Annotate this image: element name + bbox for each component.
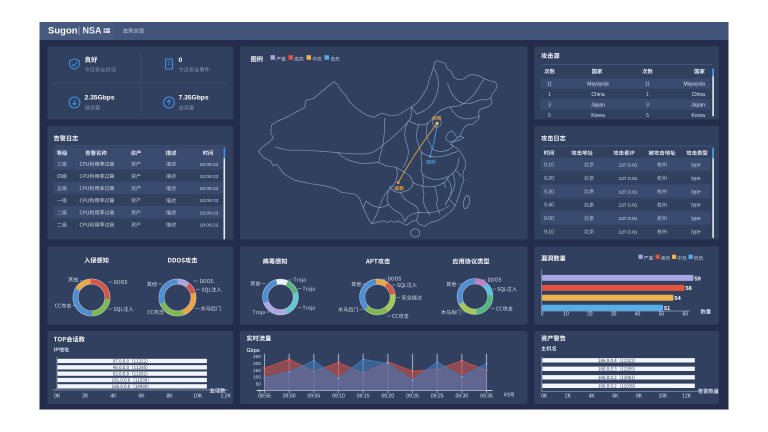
svg-text:59: 59	[695, 276, 701, 282]
svg-text:9.00: 9.00	[544, 216, 554, 222]
svg-text:4K: 4K	[110, 394, 117, 400]
svg-text:127.0.01: 127.0.01	[618, 203, 637, 209]
svg-text:11: 11	[645, 82, 650, 88]
svg-text:Gbps: Gbps	[247, 348, 260, 354]
svg-text:Sugon: Sugon	[48, 26, 78, 37]
svg-text:1: 1	[646, 92, 649, 98]
svg-text:2.35Gbps: 2.35Gbps	[85, 95, 115, 102]
svg-text:150: 150	[253, 368, 261, 374]
svg-text:127.0.01: 127.0.01	[618, 216, 637, 222]
svg-text:9.40: 9.40	[544, 203, 554, 209]
svg-text:09:25: 09:25	[431, 394, 444, 400]
svg-text:9.20: 9.20	[544, 176, 554, 182]
svg-text:5: 5	[646, 113, 649, 119]
svg-text:127.0.01: 127.0.01	[618, 230, 637, 236]
svg-text:5: 5	[548, 113, 551, 119]
svg-text:100: 100	[253, 375, 261, 381]
svg-text:18:09:22: 18:09:22	[199, 186, 218, 192]
svg-text:9.10: 9.10	[544, 230, 554, 236]
svg-text:Japan: Japan	[591, 102, 605, 108]
svg-text:08:55: 08:55	[258, 394, 271, 400]
svg-text:0: 0	[258, 388, 261, 394]
svg-text:0: 0	[179, 57, 183, 64]
svg-text:type: type	[691, 216, 701, 222]
svg-text:09:25: 09:25	[406, 394, 419, 400]
svg-text:type: type	[691, 176, 701, 182]
svg-text:18:09:22: 18:09:22	[199, 210, 218, 216]
svg-text:30: 30	[611, 312, 617, 318]
svg-text:6K: 6K	[138, 394, 145, 400]
svg-text:0K: 0K	[541, 394, 548, 400]
svg-text:18:09:22: 18:09:22	[199, 198, 218, 204]
svg-text:200: 200	[253, 361, 261, 367]
svg-text:18:09:22: 18:09:22	[199, 223, 218, 229]
svg-text:Korea: Korea	[591, 113, 605, 119]
svg-text:6K: 6K	[612, 394, 619, 400]
svg-text:Mayaysia: Mayaysia	[587, 82, 609, 88]
svg-text:type: type	[691, 230, 701, 236]
svg-text:3: 3	[548, 102, 551, 108]
svg-text:0K: 0K	[54, 394, 61, 400]
svg-text:3: 3	[646, 102, 649, 108]
svg-text:NSA: NSA	[83, 26, 103, 36]
svg-text:7.35Gbps: 7.35Gbps	[179, 95, 209, 102]
svg-text:1: 1	[548, 92, 551, 98]
svg-text:type: type	[691, 189, 701, 195]
svg-text:09:00: 09:00	[283, 394, 296, 400]
svg-text:50: 50	[256, 381, 262, 387]
svg-text:09:35: 09:35	[480, 394, 493, 400]
svg-text:60: 60	[682, 312, 688, 318]
svg-text:12K: 12K	[682, 394, 692, 400]
svg-text:09:20: 09:20	[381, 394, 394, 400]
svg-text:18:09:22: 18:09:22	[199, 162, 218, 168]
svg-text:9.10: 9.10	[544, 163, 554, 169]
svg-text:09:30: 09:30	[455, 394, 468, 400]
svg-text:127.0.01: 127.0.01	[618, 176, 637, 182]
svg-text:09:15: 09:15	[357, 394, 370, 400]
svg-text:50: 50	[659, 312, 665, 318]
svg-text:type: type	[691, 203, 701, 209]
svg-text:10: 10	[563, 312, 569, 318]
svg-text:4K: 4K	[589, 394, 596, 400]
svg-text:09:10: 09:10	[332, 394, 345, 400]
svg-text:54: 54	[675, 296, 682, 302]
svg-text:11: 11	[547, 82, 552, 88]
svg-text:250: 250	[253, 354, 261, 360]
svg-text:9.30: 9.30	[544, 189, 554, 195]
svg-text:Korea: Korea	[691, 113, 705, 119]
svg-text:09:05: 09:05	[307, 394, 320, 400]
svg-text:China: China	[591, 92, 604, 98]
svg-text:40: 40	[635, 312, 641, 318]
svg-text:Japan: Japan	[691, 102, 705, 108]
svg-text:20: 20	[587, 312, 593, 318]
svg-text:51: 51	[664, 306, 670, 312]
svg-text:2K: 2K	[565, 394, 572, 400]
svg-text:Mayaysia: Mayaysia	[683, 82, 705, 88]
svg-text:2K: 2K	[82, 394, 89, 400]
svg-text:127.0.01: 127.0.01	[618, 163, 637, 169]
svg-text:10K: 10K	[193, 394, 203, 400]
svg-text:18:09:22: 18:09:22	[199, 174, 218, 180]
svg-text:0: 0	[541, 312, 544, 318]
svg-text:1.2K: 1.2K	[221, 394, 232, 400]
svg-text:type: type	[691, 163, 701, 169]
svg-text:127.0.01: 127.0.01	[618, 189, 637, 195]
svg-text:8K: 8K	[636, 394, 643, 400]
svg-text:China: China	[692, 92, 705, 98]
svg-text:8K: 8K	[167, 394, 174, 400]
svg-text:58: 58	[686, 286, 692, 292]
svg-text:10K: 10K	[658, 394, 668, 400]
